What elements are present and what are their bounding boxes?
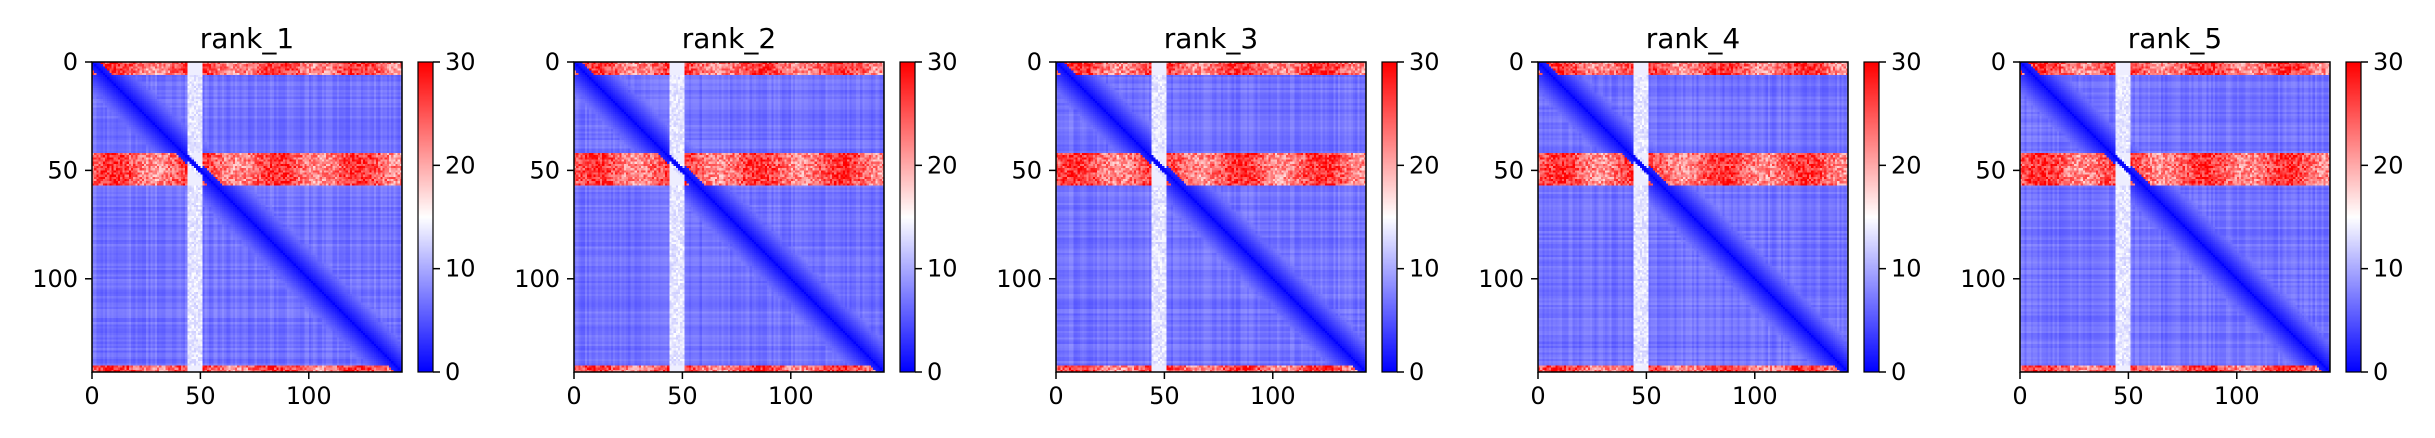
colorbar-tick-label: 10 — [1409, 255, 1440, 283]
x-tick-label: 100 — [2214, 382, 2260, 410]
colorbar — [418, 62, 433, 372]
colorbar-tick-label: 20 — [445, 151, 476, 179]
colorbar-frame — [1863, 61, 1880, 373]
x-tick-label: 100 — [286, 382, 332, 410]
y-tick-label: 50 — [1011, 156, 1042, 184]
colorbar-tick-label: 0 — [1891, 358, 1906, 386]
heatmap-image — [1056, 62, 1366, 372]
x-tick-label: 50 — [1149, 382, 1180, 410]
heatmap-panel: rank_4 0 50 100 0 50 100 0 10 20 30 — [1478, 22, 1921, 410]
x-tick-label: 0 — [2012, 382, 2027, 410]
colorbar-frame — [2345, 61, 2362, 373]
y-tick-label: 50 — [529, 156, 560, 184]
panel-title: rank_4 — [1646, 22, 1740, 55]
colorbar-tick-label: 10 — [2373, 255, 2404, 283]
colorbar-tick-label: 30 — [445, 48, 476, 76]
heatmap-panel: rank_3 0 50 100 0 50 100 0 10 20 30 — [996, 22, 1439, 410]
heatmap-panel: rank_1 0 50 100 0 50 100 0 10 20 30 — [32, 22, 475, 410]
colorbar-tick-label: 20 — [927, 151, 958, 179]
colorbar-tick-label: 20 — [1891, 151, 1922, 179]
colorbar-tick-label: 10 — [445, 255, 476, 283]
y-tick-label: 100 — [514, 265, 560, 293]
x-tick-label: 50 — [185, 382, 216, 410]
colorbar — [2346, 62, 2361, 372]
plot-frame — [1537, 61, 1849, 373]
colorbar-tick-label: 30 — [2373, 48, 2404, 76]
plot-frame — [2019, 61, 2331, 373]
y-tick-label: 0 — [63, 48, 78, 76]
colorbar-tick-label: 0 — [1409, 358, 1424, 386]
x-tick-label: 50 — [1631, 382, 1662, 410]
x-tick-label: 0 — [566, 382, 581, 410]
x-tick-label: 100 — [768, 382, 814, 410]
y-tick-label: 0 — [1509, 48, 1524, 76]
colorbar-tick-label: 0 — [2373, 358, 2388, 386]
colorbar-tick-label: 0 — [927, 358, 942, 386]
panel-title: rank_5 — [2128, 22, 2222, 55]
plot-frame — [573, 61, 885, 373]
colorbar-tick-label: 20 — [1409, 151, 1440, 179]
x-tick-label: 50 — [667, 382, 698, 410]
y-tick-label: 0 — [1991, 48, 2006, 76]
panel-title: rank_3 — [1164, 22, 1258, 55]
y-tick-label: 50 — [47, 156, 78, 184]
panel-title: rank_2 — [682, 22, 776, 55]
colorbar-frame — [899, 61, 916, 373]
panel-title: rank_1 — [200, 22, 294, 55]
x-tick-label: 0 — [84, 382, 99, 410]
heatmap-panel: rank_5 0 50 100 0 50 100 0 10 20 30 — [1960, 22, 2403, 410]
heatmap-image — [574, 62, 884, 372]
plot-frame — [91, 61, 403, 373]
x-tick-label: 0 — [1048, 382, 1063, 410]
colorbar-frame — [1381, 61, 1398, 373]
colorbar — [1864, 62, 1879, 372]
heatmap-image — [1538, 62, 1848, 372]
x-tick-label: 100 — [1732, 382, 1778, 410]
colorbar — [1382, 62, 1397, 372]
y-tick-label: 100 — [1960, 265, 2006, 293]
colorbar-tick-label: 10 — [1891, 255, 1922, 283]
colorbar-tick-label: 0 — [445, 358, 460, 386]
colorbar-frame — [417, 61, 434, 373]
y-tick-label: 0 — [1027, 48, 1042, 76]
colorbar — [900, 62, 915, 372]
colorbar-tick-label: 30 — [927, 48, 958, 76]
colorbar-tick-label: 30 — [1891, 48, 1922, 76]
y-tick-label: 0 — [545, 48, 560, 76]
y-tick-label: 50 — [1493, 156, 1524, 184]
heatmap-image — [2020, 62, 2330, 372]
y-tick-label: 100 — [32, 265, 78, 293]
y-tick-label: 100 — [1478, 265, 1524, 293]
x-tick-label: 100 — [1250, 382, 1296, 410]
colorbar-tick-label: 10 — [927, 255, 958, 283]
x-tick-label: 50 — [2113, 382, 2144, 410]
x-tick-label: 0 — [1530, 382, 1545, 410]
y-tick-label: 100 — [996, 265, 1042, 293]
plot-frame — [1055, 61, 1367, 373]
colorbar-tick-label: 20 — [2373, 151, 2404, 179]
y-tick-label: 50 — [1975, 156, 2006, 184]
colorbar-tick-label: 30 — [1409, 48, 1440, 76]
heatmap-image — [92, 62, 402, 372]
heatmap-panel: rank_2 0 50 100 0 50 100 0 10 20 30 — [514, 22, 957, 410]
